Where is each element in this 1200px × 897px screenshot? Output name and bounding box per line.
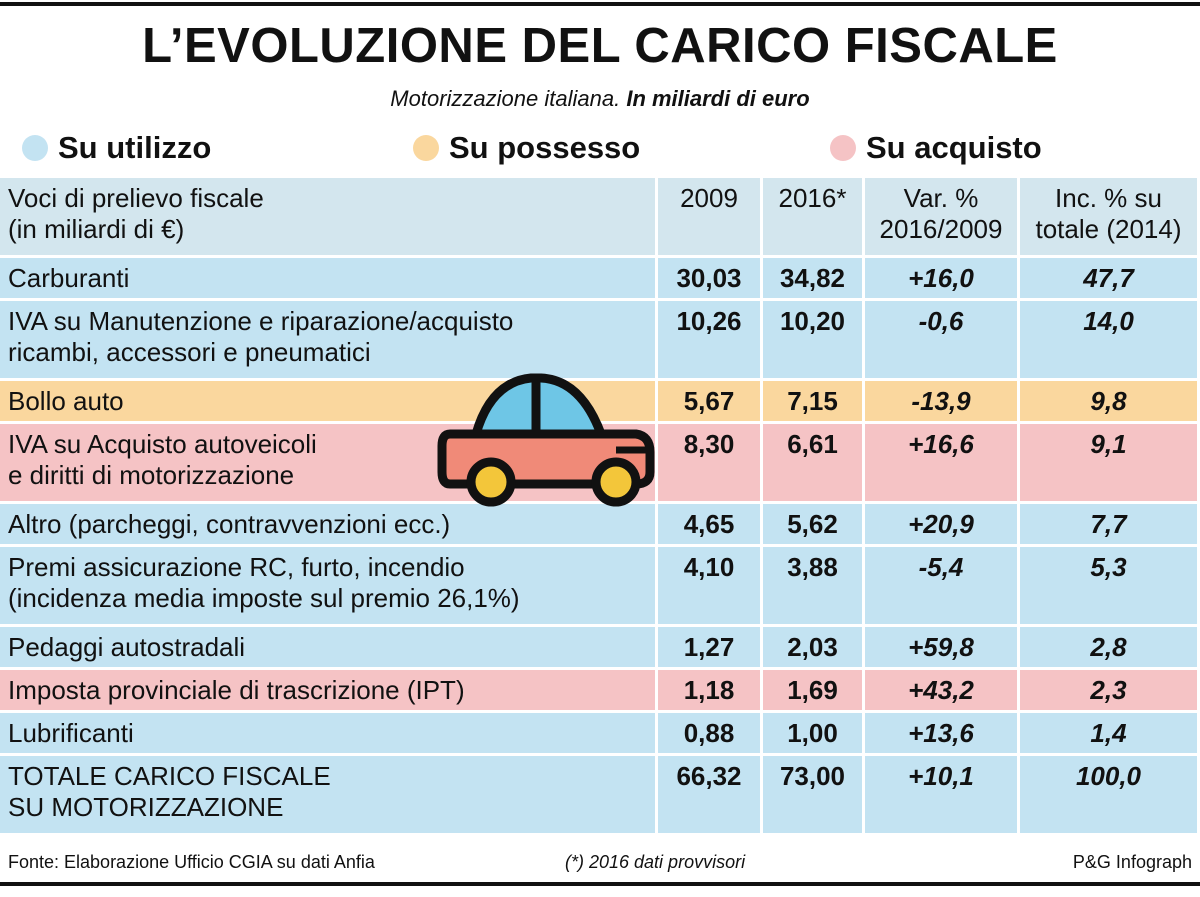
cell-line: e diritti di motorizzazione bbox=[8, 460, 295, 490]
row-value: 1,00 bbox=[763, 713, 862, 753]
row-value: 7,15 bbox=[763, 381, 862, 421]
cell-line: ricambi, accessori e pneumatici bbox=[8, 337, 371, 367]
row-value: 30,03 bbox=[658, 258, 760, 298]
row-value: 6,61 bbox=[763, 424, 862, 501]
row-value: 8,30 bbox=[658, 424, 760, 501]
header-cell: Voci di prelievo fiscale (in miliardi di … bbox=[0, 178, 655, 255]
car-icon bbox=[437, 373, 655, 507]
legend-dot bbox=[22, 135, 48, 161]
header-cell: Var. % 2016/2009 bbox=[865, 178, 1017, 255]
row-label: Carburanti bbox=[0, 258, 655, 298]
row-value: 14,0 bbox=[1020, 301, 1197, 378]
source: Fonte: Elaborazione Ufficio CGIA su dati… bbox=[8, 852, 375, 872]
title: L’EVOLUZIONE DEL CARICO FISCALE bbox=[142, 19, 1058, 73]
subtitle: Motorizzazione italiana. In miliardi di … bbox=[0, 86, 1200, 112]
row-value: 4,65 bbox=[658, 504, 760, 544]
row-value: 5,3 bbox=[1020, 547, 1197, 624]
cell-line: 2016* bbox=[778, 183, 847, 213]
row-value: 34,82 bbox=[763, 258, 862, 298]
subtitle-bold: In miliardi di euro bbox=[626, 86, 810, 111]
row-value: 1,4 bbox=[1020, 713, 1197, 753]
row-label: Lubrificanti bbox=[0, 713, 655, 753]
row-value: -5,4 bbox=[865, 547, 1017, 624]
cell-line: totale (2014) bbox=[1035, 214, 1182, 244]
cell-line: TOTALE CARICO FISCALE bbox=[8, 761, 331, 791]
cell-line: Carburanti bbox=[8, 263, 130, 293]
row-value: 2,3 bbox=[1020, 670, 1197, 710]
bottom-rule bbox=[0, 882, 1200, 886]
header-cell: 2016* bbox=[763, 178, 862, 255]
row-value: +43,2 bbox=[865, 670, 1017, 710]
row-value: 1,69 bbox=[763, 670, 862, 710]
cell-line: IVA su Manutenzione e riparazione/acquis… bbox=[8, 306, 514, 336]
note: (*) 2016 dati provvisori bbox=[565, 852, 746, 872]
row-value: 73,00 bbox=[763, 756, 862, 833]
cell-line: Altro (parcheggi, contravvenzioni ecc.) bbox=[8, 509, 451, 539]
row-value: 10,26 bbox=[658, 301, 760, 378]
header-cell: 2009 bbox=[658, 178, 760, 255]
row-value: 9,1 bbox=[1020, 424, 1197, 501]
row-value: 5,67 bbox=[658, 381, 760, 421]
legend-item: Su acquisto bbox=[830, 130, 1042, 166]
row-value: 3,88 bbox=[763, 547, 862, 624]
row-value: -13,9 bbox=[865, 381, 1017, 421]
row-value: 2,8 bbox=[1020, 627, 1197, 667]
row-value: 0,88 bbox=[658, 713, 760, 753]
credit: P&G Infograph bbox=[1072, 852, 1192, 872]
cell-line: 2009 bbox=[680, 183, 738, 213]
legend-dot bbox=[413, 135, 439, 161]
row-label: TOTALE CARICO FISCALE SU MOTORIZZAZIONE bbox=[0, 756, 655, 833]
row-value: 5,62 bbox=[763, 504, 862, 544]
row-value: +10,1 bbox=[865, 756, 1017, 833]
cell-line: IVA su Acquisto autoveicoli bbox=[8, 429, 317, 459]
cell-line: Pedaggi autostradali bbox=[8, 632, 246, 662]
row-value: 47,7 bbox=[1020, 258, 1197, 298]
row-value: 4,10 bbox=[658, 547, 760, 624]
row-value: -0,6 bbox=[865, 301, 1017, 378]
row-label: Pedaggi autostradali bbox=[0, 627, 655, 667]
cell-line: Lubrificanti bbox=[8, 718, 134, 748]
row-value: 7,7 bbox=[1020, 504, 1197, 544]
row-value: 1,27 bbox=[658, 627, 760, 667]
header-cell: Inc. % su totale (2014) bbox=[1020, 178, 1197, 255]
row-value: 10,20 bbox=[763, 301, 862, 378]
row-value: 2,03 bbox=[763, 627, 862, 667]
legend-item: Su utilizzo bbox=[22, 130, 211, 166]
legend-dot bbox=[830, 135, 856, 161]
row-label: Premi assicurazione RC, furto, incendio(… bbox=[0, 547, 655, 624]
legend-label: Su possesso bbox=[449, 130, 641, 165]
cell-line: Var. % bbox=[903, 183, 979, 213]
cell-line: Inc. % su bbox=[1055, 183, 1162, 213]
row-label: Altro (parcheggi, contravvenzioni ecc.) bbox=[0, 504, 655, 544]
top-rule bbox=[0, 2, 1200, 6]
row-value: +59,8 bbox=[865, 627, 1017, 667]
row-value: 66,32 bbox=[658, 756, 760, 833]
cell-line: Imposta provinciale di trascrizione (IPT… bbox=[8, 675, 465, 705]
legend-label: Su acquisto bbox=[866, 130, 1042, 165]
cell-line: Voci di prelievo fiscale bbox=[8, 183, 264, 213]
cell-line: 2016/2009 bbox=[879, 214, 1003, 244]
row-value: +16,0 bbox=[865, 258, 1017, 298]
cell-line: Premi assicurazione RC, furto, incendio bbox=[8, 552, 465, 582]
row-value: 100,0 bbox=[1020, 756, 1197, 833]
row-value: +20,9 bbox=[865, 504, 1017, 544]
cell-line: (incidenza media imposte sul premio 26,1… bbox=[8, 583, 520, 613]
subtitle-plain: Motorizzazione italiana. bbox=[390, 86, 621, 111]
row-value: +13,6 bbox=[865, 713, 1017, 753]
legend-item: Su possesso bbox=[413, 130, 640, 166]
legend-label: Su utilizzo bbox=[58, 130, 212, 165]
row-value: 9,8 bbox=[1020, 381, 1197, 421]
cell-line: SU MOTORIZZAZIONE bbox=[8, 792, 284, 822]
row-label: Imposta provinciale di trascrizione (IPT… bbox=[0, 670, 655, 710]
cell-line: Bollo auto bbox=[8, 386, 124, 416]
cell-line: (in miliardi di €) bbox=[8, 214, 185, 244]
row-value: +16,6 bbox=[865, 424, 1017, 501]
row-value: 1,18 bbox=[658, 670, 760, 710]
row-label: IVA su Manutenzione e riparazione/acquis… bbox=[0, 301, 655, 378]
